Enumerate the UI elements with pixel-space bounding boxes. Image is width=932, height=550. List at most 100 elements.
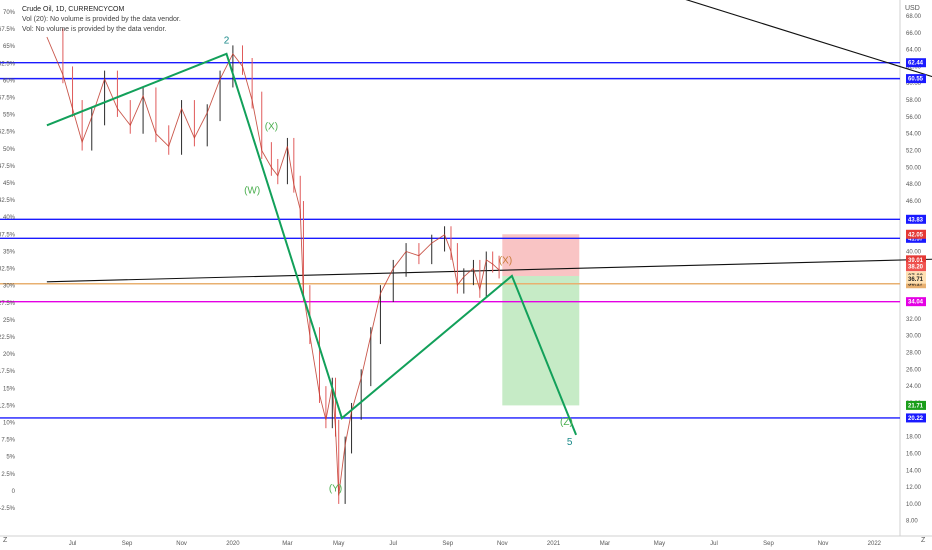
- right-tick-label-30: 8.00: [906, 519, 918, 525]
- right-tick-label-4: 60.00: [906, 81, 922, 87]
- x-tick-label-2: Nov: [176, 541, 187, 547]
- x-tick-label-8: Nov: [497, 541, 508, 547]
- trendline-0: [685, 0, 932, 78]
- x-tick-label-10: Mar: [600, 541, 610, 547]
- right-tick-label-10: 48.00: [906, 182, 922, 188]
- volume-line-2: Vol: No volume is provided by the data v…: [22, 26, 167, 33]
- price-tag-label-2: 43.83: [908, 217, 924, 223]
- right-tick-label-22: 24.00: [906, 384, 922, 390]
- right-tick-label-28: 12.00: [906, 485, 922, 491]
- x-tick-label-11: May: [654, 541, 665, 547]
- left-tick-label-22: 15%: [3, 386, 16, 392]
- x-tick-label-7: Sep: [442, 541, 453, 547]
- right-tick-label-1: 66.00: [906, 31, 922, 37]
- wave-label-2: (W): [244, 185, 260, 196]
- wave-label-3: (Y): [329, 483, 342, 494]
- price-tag-label-0: 62.44: [908, 61, 924, 67]
- position-reward-zone: [502, 275, 580, 406]
- price-tag-bg-8: [906, 255, 926, 265]
- wave-label-0: 2: [224, 36, 230, 47]
- price-tag-label-4: 36.17: [908, 282, 924, 288]
- x-tick-label-12: Jul: [710, 541, 718, 547]
- right-tick-label-19: 30.00: [906, 334, 922, 340]
- left-tick-label-3: 62.5%: [0, 61, 16, 67]
- right-tick-label-20: 28.00: [906, 350, 922, 356]
- right-tick-label-3: 62.00: [906, 64, 922, 70]
- right-tick-label-6: 56.00: [906, 115, 922, 121]
- left-tick-label-24: 10%: [3, 420, 16, 426]
- right-tick-label-27: 14.00: [906, 468, 922, 474]
- left-tick-label-18: 25%: [3, 318, 16, 324]
- right-tick-label-2: 64.00: [906, 48, 922, 54]
- x-tick-label-13: Sep: [763, 541, 774, 547]
- elliott-wave-path: [46, 52, 578, 436]
- right-tick-label-21: 26.00: [906, 367, 922, 373]
- left-tick-label-4: 60%: [3, 78, 16, 84]
- right-tick-label-8: 52.00: [906, 149, 922, 155]
- price-tag-label-12: 21.71: [908, 403, 924, 409]
- price-tag-label-6: 20.22: [908, 416, 924, 422]
- x-tick-label-9: 2021: [547, 541, 561, 547]
- price-tag-label-7: 42.05: [908, 232, 924, 238]
- left-tick-label-2: 65%: [3, 44, 16, 50]
- price-tag-label-11: 36.71: [908, 277, 924, 283]
- price-tag-bg-5: [906, 297, 926, 307]
- zoom-icon-left[interactable]: Z: [3, 537, 8, 544]
- right-tick-label-26: 16.00: [906, 451, 922, 457]
- left-tick-label-15: 32.5%: [0, 267, 16, 273]
- right-tick-label-29: 10.00: [906, 502, 922, 508]
- wave-label-4: (X): [499, 255, 512, 266]
- left-tick-label-8: 50%: [3, 147, 16, 153]
- price-tag-label-1: 60.55: [908, 77, 924, 83]
- right-tick-label-9: 50.00: [906, 165, 922, 171]
- x-tick-label-5: May: [333, 541, 344, 547]
- right-tick-label-18: 32.00: [906, 317, 922, 323]
- left-tick-label-20: 20%: [3, 352, 16, 358]
- x-tick-label-15: 2022: [868, 541, 882, 547]
- price-tag-bg-7: [906, 229, 926, 239]
- left-tick-label-26: 5%: [6, 455, 15, 461]
- price-tag-label-8: 39.01: [908, 258, 924, 264]
- left-tick-label-17: 27.5%: [0, 301, 16, 307]
- chart-title: Crude Oil, 1D, CURRENCYCOM: [22, 6, 125, 13]
- left-tick-label-10: 45%: [3, 181, 16, 187]
- left-tick-label-1: 67.5%: [0, 27, 16, 33]
- price-tag-bg-9: [906, 262, 926, 272]
- price-tag-bg-12: [906, 400, 926, 410]
- left-tick-label-27: 2.5%: [1, 472, 15, 478]
- wave-label-6: 5: [567, 437, 573, 448]
- left-tick-label-19: 22.5%: [0, 335, 16, 341]
- left-tick-label-21: 17.5%: [0, 369, 16, 375]
- currency-label: USD: [905, 5, 920, 12]
- left-tick-label-23: 12.5%: [0, 403, 16, 409]
- x-tick-label-1: Sep: [122, 541, 133, 547]
- right-tick-label-7: 54.00: [906, 132, 922, 138]
- price-tag-bg-0: [906, 58, 926, 68]
- x-tick-label-0: Jul: [69, 541, 77, 547]
- left-tick-label-11: 42.5%: [0, 198, 16, 204]
- left-tick-label-7: 52.5%: [0, 130, 16, 136]
- wave-label-1: (X): [265, 122, 278, 133]
- zoom-icon-right[interactable]: Z: [921, 537, 926, 544]
- price-tag-label-5: 34.04: [908, 300, 924, 306]
- price-tag-bg-11: [906, 274, 926, 284]
- wave-label-5: (Z): [560, 417, 573, 428]
- x-tick-label-6: Jul: [389, 541, 397, 547]
- left-tick-label-14: 35%: [3, 249, 16, 255]
- left-tick-label-9: 47.5%: [0, 164, 16, 170]
- right-tick-label-0: 68.00: [906, 14, 922, 20]
- left-tick-label-29: -2.5%: [0, 506, 16, 512]
- left-tick-label-16: 30%: [3, 284, 16, 290]
- right-tick-label-5: 58.00: [906, 98, 922, 104]
- right-tick-label-14: 40.00: [906, 250, 922, 256]
- x-tick-label-4: Mar: [282, 541, 292, 547]
- x-tick-label-3: 2020: [226, 541, 240, 547]
- volume-line-1: Vol (20): No volume is provided by the d…: [22, 16, 181, 23]
- left-tick-label-28: 0: [12, 489, 16, 495]
- right-tick-label-11: 46.00: [906, 199, 922, 205]
- price-tag-label-9: 38.20: [908, 265, 924, 271]
- x-tick-label-14: Nov: [818, 541, 829, 547]
- price-series-line: [46, 36, 500, 496]
